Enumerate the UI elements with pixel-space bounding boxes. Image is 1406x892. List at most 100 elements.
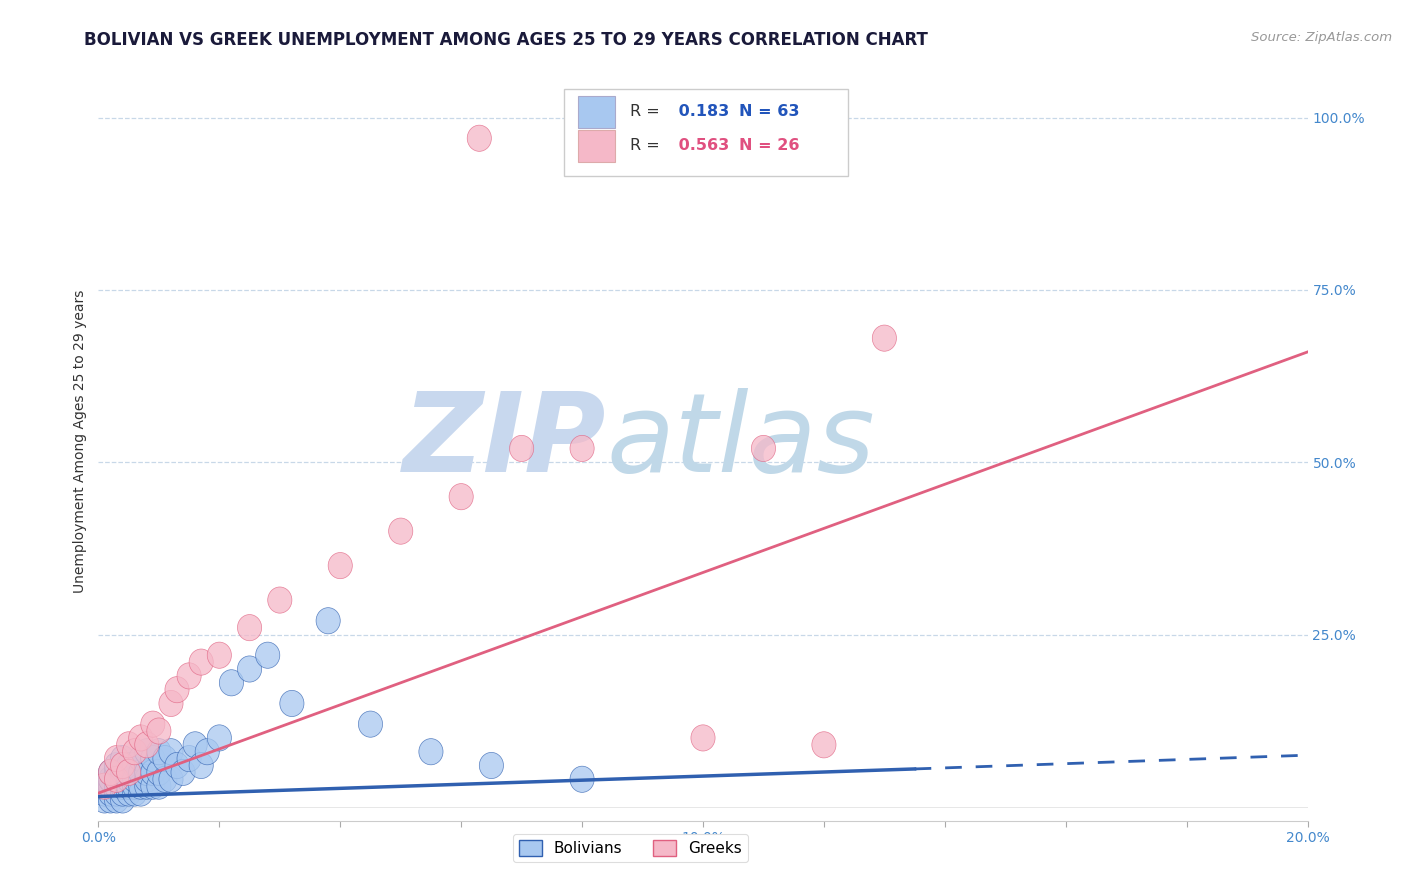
- Ellipse shape: [122, 753, 146, 779]
- Ellipse shape: [146, 739, 172, 764]
- Ellipse shape: [509, 435, 534, 461]
- Ellipse shape: [238, 615, 262, 640]
- Text: atlas: atlas: [606, 388, 875, 495]
- FancyBboxPatch shape: [578, 130, 614, 161]
- Text: Source: ZipAtlas.com: Source: ZipAtlas.com: [1251, 31, 1392, 45]
- Ellipse shape: [104, 746, 129, 772]
- Ellipse shape: [117, 753, 141, 779]
- Ellipse shape: [98, 780, 122, 806]
- Ellipse shape: [238, 656, 262, 682]
- Ellipse shape: [135, 759, 159, 786]
- Text: R =: R =: [630, 104, 665, 120]
- Text: N = 26: N = 26: [740, 138, 800, 153]
- Ellipse shape: [111, 773, 135, 799]
- Ellipse shape: [98, 759, 122, 786]
- Ellipse shape: [117, 759, 141, 786]
- Ellipse shape: [93, 773, 117, 799]
- FancyBboxPatch shape: [578, 95, 614, 128]
- Ellipse shape: [159, 766, 183, 792]
- Ellipse shape: [872, 325, 897, 351]
- Ellipse shape: [93, 787, 117, 814]
- Ellipse shape: [104, 780, 129, 806]
- Ellipse shape: [153, 766, 177, 792]
- Ellipse shape: [569, 766, 595, 792]
- Ellipse shape: [93, 773, 117, 799]
- Text: N = 63: N = 63: [740, 104, 800, 120]
- Ellipse shape: [117, 773, 141, 799]
- Ellipse shape: [117, 766, 141, 792]
- Ellipse shape: [104, 766, 129, 792]
- Ellipse shape: [129, 773, 153, 799]
- Ellipse shape: [316, 607, 340, 634]
- Ellipse shape: [122, 739, 146, 764]
- Ellipse shape: [359, 711, 382, 737]
- Ellipse shape: [165, 677, 188, 703]
- Ellipse shape: [135, 773, 159, 799]
- Ellipse shape: [111, 766, 135, 792]
- Ellipse shape: [129, 725, 153, 751]
- Legend: Bolivians, Greeks: Bolivians, Greeks: [513, 834, 748, 863]
- Ellipse shape: [479, 753, 503, 779]
- Ellipse shape: [811, 731, 837, 758]
- FancyBboxPatch shape: [564, 89, 848, 177]
- Ellipse shape: [104, 787, 129, 814]
- Ellipse shape: [129, 746, 153, 772]
- Text: R =: R =: [630, 138, 665, 153]
- Ellipse shape: [146, 759, 172, 786]
- Ellipse shape: [98, 773, 122, 799]
- Ellipse shape: [690, 725, 716, 751]
- Ellipse shape: [177, 663, 201, 689]
- Ellipse shape: [751, 435, 776, 461]
- Ellipse shape: [141, 711, 165, 737]
- Text: ZIP: ZIP: [402, 388, 606, 495]
- Ellipse shape: [190, 649, 214, 675]
- Ellipse shape: [153, 746, 177, 772]
- Ellipse shape: [122, 780, 146, 806]
- Ellipse shape: [117, 759, 141, 786]
- Ellipse shape: [195, 739, 219, 764]
- Ellipse shape: [111, 746, 135, 772]
- Ellipse shape: [141, 759, 165, 786]
- Ellipse shape: [219, 670, 243, 696]
- Ellipse shape: [93, 780, 117, 806]
- Ellipse shape: [467, 125, 492, 152]
- Ellipse shape: [98, 759, 122, 786]
- Ellipse shape: [98, 787, 122, 814]
- Ellipse shape: [159, 739, 183, 764]
- Ellipse shape: [183, 731, 207, 758]
- Ellipse shape: [111, 787, 135, 814]
- Ellipse shape: [111, 780, 135, 806]
- Ellipse shape: [135, 766, 159, 792]
- Ellipse shape: [190, 753, 214, 779]
- Ellipse shape: [207, 725, 232, 751]
- Ellipse shape: [122, 773, 146, 799]
- Ellipse shape: [135, 739, 159, 764]
- Ellipse shape: [111, 759, 135, 786]
- Ellipse shape: [146, 773, 172, 799]
- Ellipse shape: [267, 587, 292, 613]
- Ellipse shape: [569, 435, 595, 461]
- Ellipse shape: [135, 731, 159, 758]
- Ellipse shape: [141, 746, 165, 772]
- Text: 0.563: 0.563: [672, 138, 730, 153]
- Ellipse shape: [104, 766, 129, 792]
- Ellipse shape: [117, 780, 141, 806]
- Ellipse shape: [98, 766, 122, 792]
- Ellipse shape: [104, 773, 129, 799]
- Text: 0.183: 0.183: [672, 104, 730, 120]
- Ellipse shape: [177, 746, 201, 772]
- Ellipse shape: [122, 766, 146, 792]
- Ellipse shape: [111, 753, 135, 779]
- Ellipse shape: [388, 518, 413, 544]
- Ellipse shape: [146, 718, 172, 744]
- Ellipse shape: [104, 753, 129, 779]
- Ellipse shape: [129, 780, 153, 806]
- Ellipse shape: [256, 642, 280, 668]
- Ellipse shape: [159, 690, 183, 716]
- Ellipse shape: [207, 642, 232, 668]
- Ellipse shape: [141, 773, 165, 799]
- Ellipse shape: [449, 483, 474, 510]
- Text: BOLIVIAN VS GREEK UNEMPLOYMENT AMONG AGES 25 TO 29 YEARS CORRELATION CHART: BOLIVIAN VS GREEK UNEMPLOYMENT AMONG AGE…: [84, 31, 928, 49]
- Ellipse shape: [117, 731, 141, 758]
- Ellipse shape: [419, 739, 443, 764]
